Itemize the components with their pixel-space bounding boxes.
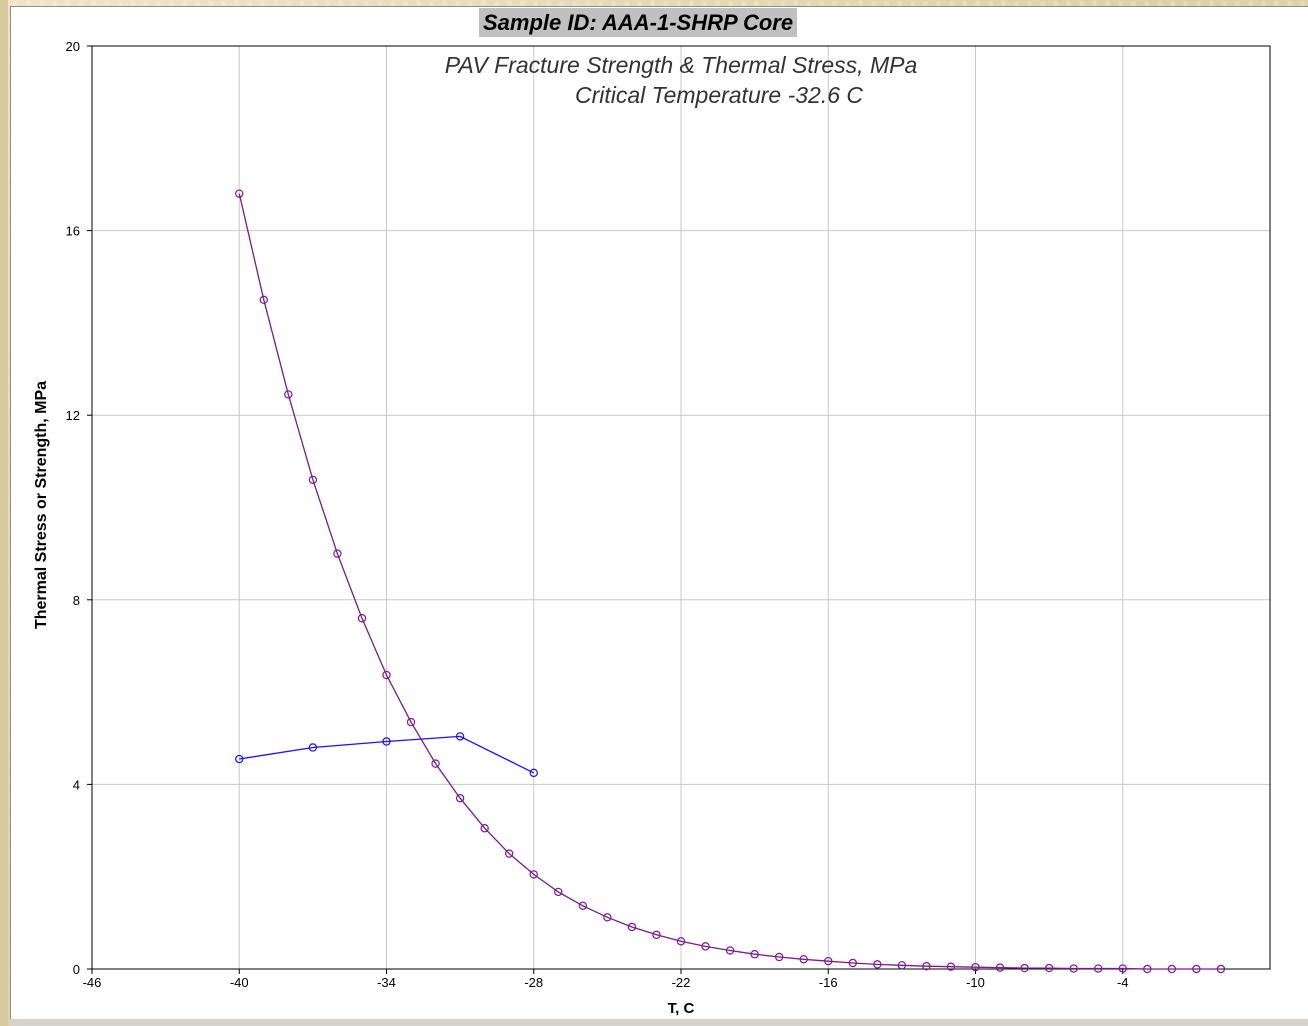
- data-point: [284, 390, 293, 399]
- y-tick-label: 0: [73, 962, 80, 977]
- series-1: [235, 732, 538, 778]
- chart-panel: [10, 6, 1308, 1024]
- data-point: [455, 794, 465, 803]
- data-point: [1069, 964, 1078, 973]
- data-point: [357, 614, 367, 623]
- data-point: [308, 475, 318, 485]
- data-point: [971, 962, 980, 972]
- data-point: [235, 754, 244, 764]
- data-point: [1167, 964, 1177, 974]
- data-point: [382, 737, 391, 746]
- data-point: [652, 930, 661, 940]
- data-point: [480, 824, 489, 833]
- data-point: [529, 870, 538, 879]
- x-tick-label: -4: [1117, 975, 1129, 990]
- x-tick-label: -28: [524, 975, 543, 990]
- data-point: [922, 962, 931, 971]
- data-point: [455, 732, 465, 741]
- x-tick-label: -16: [819, 975, 838, 990]
- data-point: [848, 958, 857, 968]
- data-point: [431, 759, 440, 768]
- data-point: [676, 937, 686, 946]
- series-line: [239, 735, 535, 774]
- data-point: [750, 950, 759, 959]
- data-point: [873, 960, 882, 969]
- data-point: [505, 849, 514, 858]
- x-tick-label: -46: [83, 975, 102, 990]
- window-bottom-strip: [10, 1019, 1308, 1026]
- series-line: [238, 193, 1221, 970]
- grid-layer: [92, 46, 1270, 969]
- data-point: [259, 295, 268, 305]
- data-point: [995, 963, 1005, 972]
- data-point: [774, 952, 784, 962]
- x-tick-label: -40: [230, 975, 249, 990]
- data-point: [1094, 964, 1103, 973]
- data-point: [308, 743, 318, 752]
- x-tick-label: -10: [966, 975, 985, 990]
- data-point: [1192, 964, 1201, 974]
- window-edge: [0, 0, 8, 1026]
- chart-subtitle: Critical Temperature -32.6 C: [575, 82, 863, 108]
- data-point: [333, 549, 342, 558]
- series-layer: [235, 189, 1226, 974]
- y-axis-label: Thermal Stress or Strength, MPa: [33, 381, 50, 629]
- data-point: [725, 946, 735, 955]
- series-2: [235, 189, 1226, 974]
- x-tick-label: -22: [672, 975, 691, 990]
- chart-title: PAV Fracture Strength & Thermal Stress, …: [445, 52, 918, 78]
- x-axis-label: T, C: [668, 1000, 695, 1017]
- data-point: [897, 961, 907, 970]
- data-point: [701, 942, 710, 951]
- data-point: [1044, 963, 1054, 973]
- data-point: [529, 768, 538, 778]
- y-tick-label: 8: [73, 593, 80, 608]
- y-tick-label: 20: [66, 39, 80, 54]
- data-point: [382, 670, 391, 680]
- data-point: [946, 962, 956, 971]
- x-tick-label: -34: [377, 975, 396, 990]
- sample-id-title: Sample ID: AAA-1-SHRP Core: [479, 8, 798, 37]
- data-point: [235, 189, 244, 198]
- data-point: [627, 922, 637, 932]
- data-point: [799, 955, 808, 964]
- data-point: [578, 901, 588, 910]
- data-point: [1020, 963, 1029, 973]
- data-point: [1118, 964, 1127, 973]
- data-point: [824, 956, 833, 966]
- y-tick-label: 12: [66, 408, 80, 423]
- data-point: [1216, 964, 1226, 974]
- data-point: [406, 717, 416, 727]
- data-point: [554, 887, 563, 897]
- data-point: [1143, 964, 1152, 974]
- data-point: [603, 913, 612, 922]
- y-tick-label: 4: [73, 777, 80, 792]
- y-tick-label: 16: [66, 224, 80, 239]
